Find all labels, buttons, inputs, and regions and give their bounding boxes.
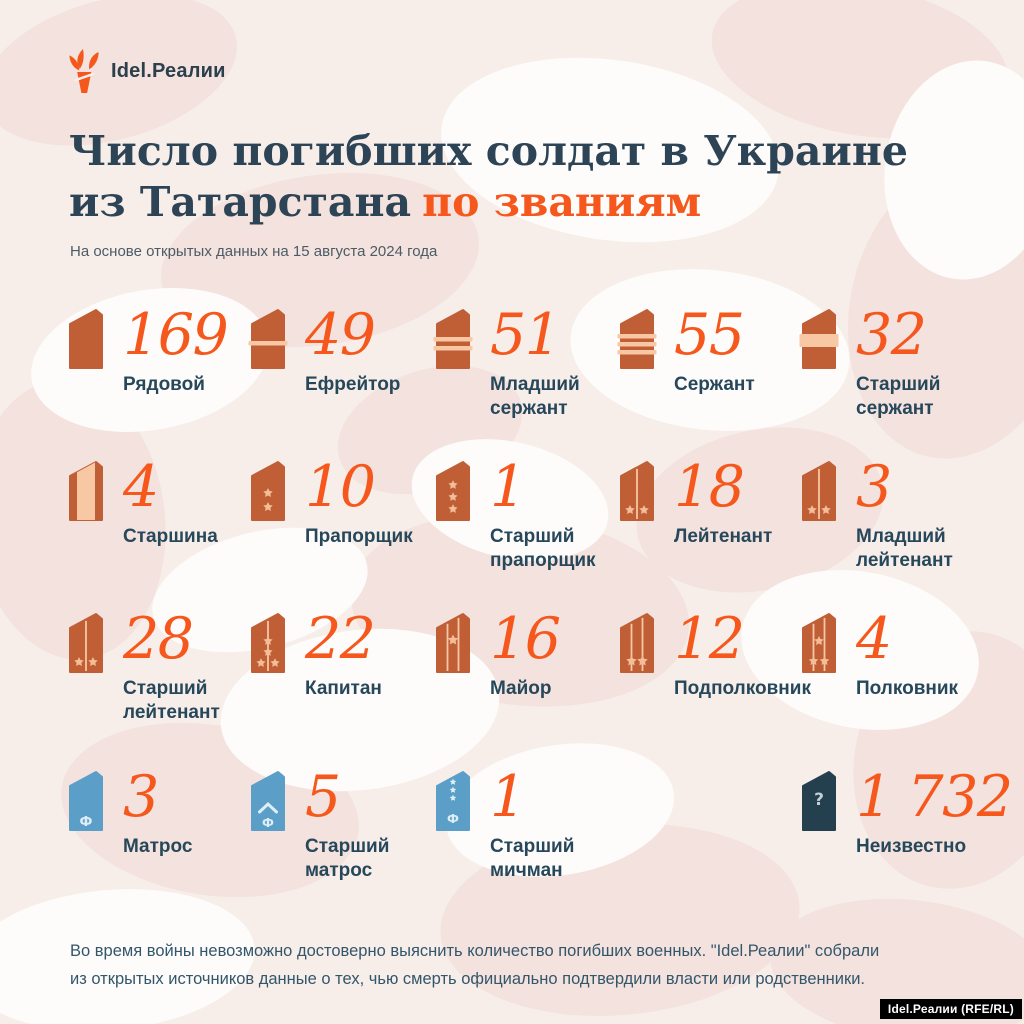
rank-insignia-icon <box>251 613 285 673</box>
rank-count: 18 <box>674 454 745 520</box>
torch-icon <box>69 49 99 93</box>
rank-label: Неизвестно <box>856 836 967 857</box>
footer-line-2: из открытых источников данные о тех, чью… <box>70 970 865 988</box>
rank-item: 4 Полковник <box>802 606 985 747</box>
rank-insignia-icon <box>69 461 103 521</box>
rank-item: 22 Капитан <box>251 606 434 747</box>
rank-insignia-icon <box>69 309 103 369</box>
rank-label: Старший сержант <box>856 374 941 419</box>
rank-item: 1 Старший прапорщик <box>436 454 619 595</box>
rank-item: 49 Ефрейтор <box>248 302 434 443</box>
rank-insignia-icon <box>617 309 657 369</box>
rank-item: Ф 5 Старший матрос <box>251 764 434 905</box>
rank-insignia-icon <box>436 613 470 673</box>
rank-count: 3 <box>123 764 159 830</box>
footer-line-1: Во время войны невозможно достоверно выя… <box>70 942 880 960</box>
rank-insignia-icon <box>248 309 288 369</box>
rank-count: 12 <box>674 606 745 672</box>
rank-label: Подполковник <box>674 678 811 699</box>
rank-label: Младший сержант <box>490 374 580 419</box>
title-line2-accent: по званиям <box>422 178 702 226</box>
rank-label: Старший лейтенант <box>123 678 220 723</box>
svg-text:Ф: Ф <box>447 812 459 826</box>
rank-label: Полковник <box>856 678 959 699</box>
rank-insignia-icon <box>69 613 103 673</box>
page-title: Число погибших солдат в Украине из Татар… <box>69 126 908 228</box>
rank-count: 4 <box>856 606 892 672</box>
rank-item: Ф 1 Старший мичман <box>436 764 619 905</box>
rank-count: 10 <box>305 454 376 520</box>
title-line-1: Число погибших солдат в Украине <box>69 127 908 175</box>
rank-label: Старшина <box>123 526 218 547</box>
rank-item: 32 Старший сержант <box>799 302 985 443</box>
rank-count: 55 <box>674 302 745 368</box>
rank-insignia-icon <box>802 613 836 673</box>
rank-count: 51 <box>490 302 561 368</box>
rank-count: 5 <box>305 764 341 830</box>
brand-logo: Idel.Реалии <box>66 48 226 94</box>
rank-label: Майор <box>490 678 552 699</box>
title-line2-prefix: из Татарстана <box>69 178 412 226</box>
rank-item: Ф 3 Матрос <box>69 764 252 905</box>
title-line-2: из Татарстана по званиям <box>69 177 908 228</box>
rank-item: 18 Лейтенант <box>620 454 803 595</box>
svg-text:?: ? <box>814 790 824 810</box>
rank-count: 1 <box>490 454 526 520</box>
footer-note: Во время войны невозможно достоверно выя… <box>70 937 879 993</box>
rank-count: 32 <box>856 302 927 368</box>
rank-label: Матрос <box>123 836 193 857</box>
rank-insignia-icon: Ф <box>69 771 103 831</box>
rank-item: 3 Младший лейтенант <box>802 454 985 595</box>
svg-text:Ф: Ф <box>80 815 93 830</box>
rank-insignia-icon <box>436 461 470 521</box>
rank-label: Капитан <box>305 678 382 699</box>
rank-item: 4 Старшина <box>69 454 252 595</box>
rank-label: Рядовой <box>123 374 205 395</box>
rank-insignia-icon <box>620 613 654 673</box>
rank-insignia-icon: Ф <box>251 771 285 831</box>
rank-count: 22 <box>305 606 376 672</box>
rank-item: 51 Младший сержант <box>433 302 619 443</box>
brand-name: Idel.Реалии <box>111 59 226 82</box>
rank-count: 169 <box>123 302 229 368</box>
rank-label: Младший лейтенант <box>856 526 953 571</box>
rank-count: 49 <box>305 302 376 368</box>
rank-label: Старший мичман <box>490 836 575 881</box>
rank-count: 1 732 <box>856 764 1013 830</box>
rank-count: 16 <box>490 606 561 672</box>
rank-label: Лейтенант <box>674 526 773 547</box>
rank-item: 55 Сержант <box>617 302 803 443</box>
rank-item: 10 Прапорщик <box>251 454 434 595</box>
rank-label: Ефрейтор <box>305 374 401 395</box>
rank-count: 28 <box>123 606 194 672</box>
source-watermark: Idel.Реалии (RFE/RL) <box>879 999 1022 1019</box>
rank-insignia-icon <box>799 309 839 369</box>
svg-text:Ф: Ф <box>262 816 274 830</box>
rank-label: Прапорщик <box>305 526 413 547</box>
rank-label: Сержант <box>674 374 755 395</box>
rank-count: 4 <box>123 454 159 520</box>
rank-count: 3 <box>856 454 892 520</box>
rank-label: Старший прапорщик <box>490 526 596 571</box>
rank-count: 1 <box>490 764 526 830</box>
rank-item: 169 Рядовой <box>69 302 252 443</box>
rank-insignia-icon: ? <box>802 771 836 831</box>
rank-insignia-icon <box>251 461 285 521</box>
rank-insignia-icon <box>802 461 836 521</box>
rank-insignia-icon <box>433 309 473 369</box>
rank-insignia-icon: Ф <box>436 771 470 831</box>
rank-item: 28 Старший лейтенант <box>69 606 252 747</box>
rank-insignia-icon <box>620 461 654 521</box>
rank-label: Старший матрос <box>305 836 390 881</box>
rank-item: 16 Майор <box>436 606 619 747</box>
rank-item: 12 Подполковник <box>620 606 811 747</box>
rank-item: ? 1 732 Неизвестно <box>802 764 1013 905</box>
data-date-subtitle: На основе открытых данных на 15 августа … <box>70 243 438 260</box>
